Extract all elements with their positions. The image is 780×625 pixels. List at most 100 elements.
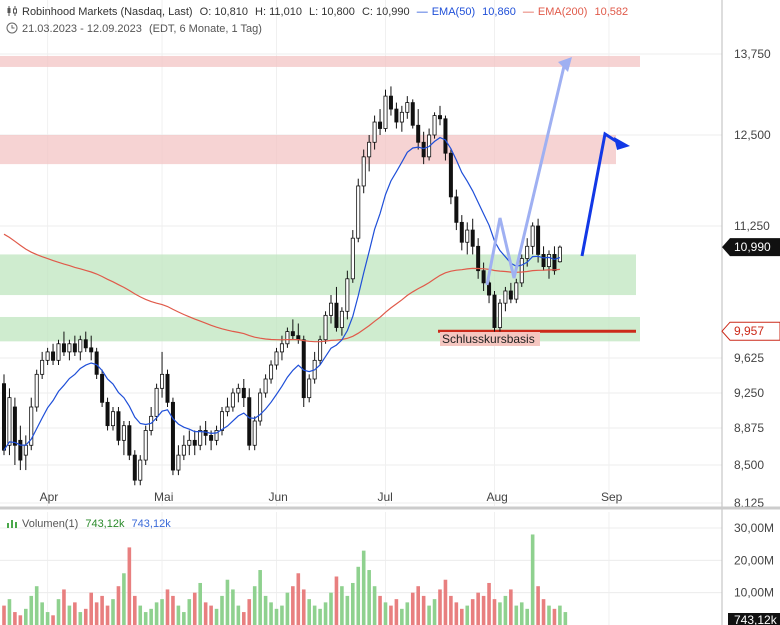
candle [290, 319, 295, 340]
candle [388, 86, 393, 116]
candle [448, 149, 453, 205]
candle-body [45, 351, 50, 361]
candle [252, 416, 257, 451]
candle-body [154, 387, 159, 417]
candle [410, 99, 415, 129]
date-range: 21.03.2023 - 12.09.2023 [22, 23, 142, 35]
candle-body [339, 310, 344, 328]
candle [2, 374, 7, 456]
candle-body [497, 302, 502, 328]
candle [40, 351, 45, 379]
volume-bar [541, 599, 546, 625]
volume-bar [187, 599, 192, 625]
candle [536, 218, 541, 263]
candle-body [230, 392, 235, 408]
candle [350, 230, 355, 283]
candle [219, 407, 224, 436]
candle [149, 407, 154, 436]
candle-body [536, 225, 541, 255]
candle [465, 222, 470, 255]
candle [72, 335, 77, 356]
volume-bar [394, 599, 399, 625]
candle [372, 115, 377, 150]
volume-bar [176, 605, 181, 625]
volume-bar [7, 599, 12, 625]
candle-body [307, 378, 312, 399]
candle [94, 347, 99, 379]
volume-bar [356, 566, 361, 625]
candle-body [334, 302, 339, 328]
candle-body [416, 124, 421, 143]
volume-bar [470, 599, 475, 625]
candle [51, 343, 56, 365]
candle [399, 105, 404, 132]
candle-body [350, 237, 355, 280]
candle [67, 339, 72, 361]
volume-tag [728, 613, 780, 625]
volume-bar [530, 534, 535, 625]
volume-bar [280, 605, 284, 625]
candle-body [481, 270, 486, 284]
support-price-tag-text: 9,957 [734, 324, 764, 338]
interval-info: (EDT, 6 Monate, 1 Tag) [148, 23, 262, 35]
labels: Schlusskursbasis 10,990 9,957 743,12k [440, 238, 780, 625]
candle-body [476, 245, 481, 272]
candle-body [236, 387, 241, 394]
support-price-tag [721, 321, 780, 341]
candle [225, 397, 230, 417]
month-label: Jun [269, 490, 288, 504]
candle-body [530, 225, 535, 247]
candle-body [83, 339, 88, 349]
candle-body [519, 258, 524, 284]
candle [132, 450, 137, 486]
volume-bar [192, 592, 197, 625]
candle [56, 339, 61, 365]
candle-body [105, 401, 110, 427]
candle [241, 379, 246, 407]
volume-bar [154, 602, 159, 625]
price-tick-label: 8,500 [734, 458, 764, 472]
volume-bar [340, 586, 344, 625]
volume-tick-label: 20,00M [734, 553, 774, 567]
volume-bar [525, 608, 529, 625]
price-tick-label: 9,250 [734, 386, 764, 400]
volume-bar [34, 586, 39, 625]
forecast-arrowhead-light [558, 57, 572, 72]
candle-body [12, 406, 17, 446]
candle [78, 335, 83, 361]
candle-body [29, 406, 34, 446]
volume-bar [558, 605, 562, 625]
price-tick-label: 8,875 [734, 421, 764, 435]
candle-body [263, 378, 268, 394]
candle [361, 149, 366, 194]
candle-body [394, 108, 399, 123]
last-price-tag [722, 238, 780, 257]
candle [432, 112, 437, 139]
volume-label: Volumen(1) [22, 518, 79, 530]
candle [378, 109, 383, 135]
candle-body [209, 434, 214, 441]
clock-icon [6, 22, 18, 34]
volume-bar [405, 602, 410, 625]
candle-body [557, 246, 562, 263]
high-value: H: 11,010 [255, 6, 302, 18]
candle [105, 397, 110, 431]
candle-body [367, 141, 372, 158]
candle [323, 311, 328, 344]
volume-bar [301, 589, 306, 625]
volume-bar [127, 547, 132, 625]
candle-body [361, 156, 366, 187]
candle [154, 383, 159, 421]
open-value: O: 10,810 [199, 6, 248, 18]
candle [476, 238, 481, 279]
ema50-label: EMA(50) [431, 6, 476, 18]
candle-body [383, 95, 388, 129]
volume-bar [449, 595, 453, 625]
candle [470, 218, 475, 255]
support-zone-upper [0, 254, 636, 296]
candle-body [410, 102, 415, 126]
volume-bar [78, 612, 83, 625]
candle [492, 290, 497, 332]
zones [0, 55, 640, 342]
candle-body [508, 290, 513, 300]
